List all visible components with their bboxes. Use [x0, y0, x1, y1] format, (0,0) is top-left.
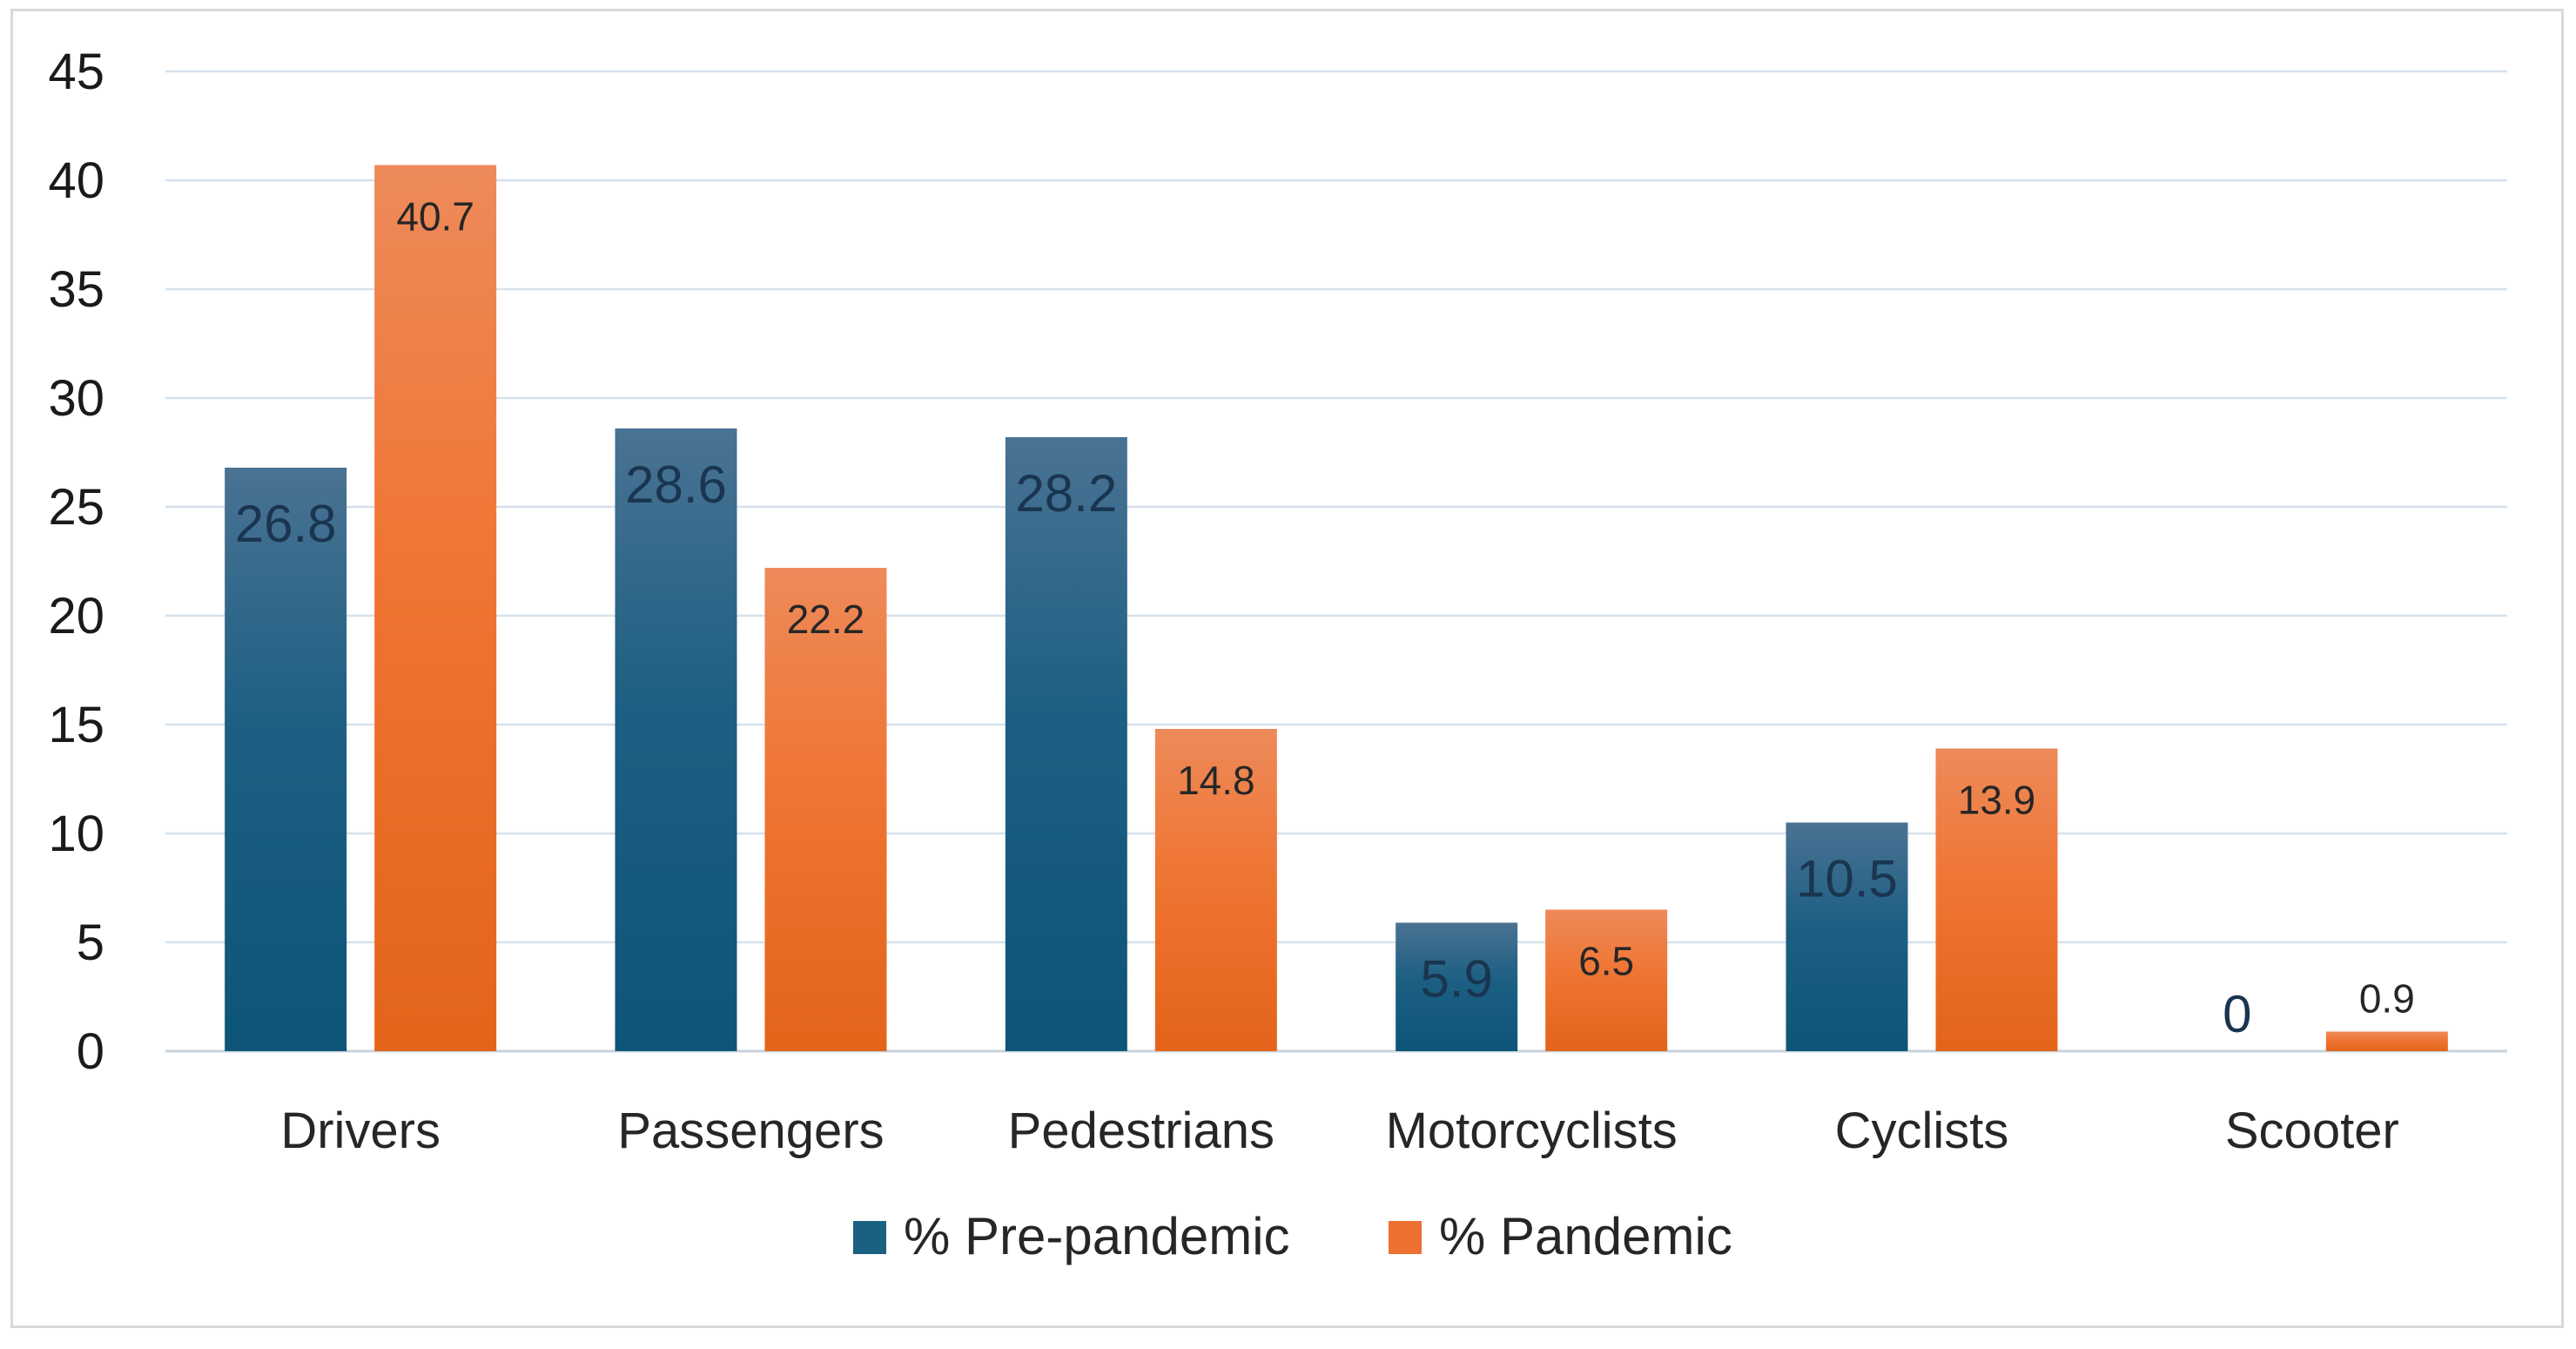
x-tick-label: Drivers	[280, 1103, 441, 1159]
y-tick-label: 35	[48, 261, 104, 318]
x-tick-label: Scooter	[2225, 1103, 2399, 1159]
y-tick-label: 0	[77, 1023, 104, 1080]
data-label: 10.5	[1796, 850, 1898, 908]
y-tick-label: 45	[48, 44, 104, 100]
y-tick-label: 20	[48, 588, 104, 644]
legend-swatch-pandemic	[1389, 1221, 1422, 1254]
data-label: 14.8	[1177, 758, 1255, 803]
bar-pandemic-cyclists	[1935, 748, 2058, 1051]
legend-swatch-pre-pandemic	[853, 1221, 886, 1254]
data-label: 28.6	[625, 455, 727, 514]
bar-pre-pandemic-drivers	[225, 468, 347, 1051]
x-tick-label: Cyclists	[1835, 1103, 2009, 1159]
data-label: 13.9	[1958, 778, 2036, 823]
data-label: 22.2	[787, 597, 865, 642]
y-axis-ticks: 0 5 10 15 20 25 30 35 40 45	[48, 44, 104, 1080]
y-tick-label: 5	[77, 914, 104, 971]
data-label: 6.5	[1578, 939, 1634, 984]
data-label: 5.9	[1420, 950, 1492, 1008]
bar-pre-pandemic-passengers	[615, 428, 737, 1051]
y-tick-label: 30	[48, 370, 104, 427]
bar-pandemic-scooter	[2325, 1031, 2448, 1051]
legend-label: % Pandemic	[1439, 1207, 1732, 1265]
bar-pandemic-motorcyclists	[1545, 909, 1668, 1051]
legend-label: % Pre-pandemic	[904, 1207, 1290, 1265]
y-tick-label: 10	[48, 806, 104, 862]
y-tick-label: 15	[48, 697, 104, 753]
x-axis-ticks: Drivers Passengers Pedestrians Motorcyclist…	[280, 1103, 2398, 1159]
gridlines	[165, 70, 2507, 1053]
bar-pandemic-drivers	[374, 165, 497, 1051]
bar-pre-pandemic-pedestrians	[1005, 437, 1127, 1051]
data-label: 0	[2223, 985, 2251, 1043]
y-tick-label: 25	[48, 479, 104, 536]
bar-pre-pandemic-cyclists	[1786, 822, 1908, 1051]
legend: % Pre-pandemic % Pandemic	[853, 1207, 1732, 1265]
data-label: 40.7	[396, 194, 474, 239]
data-label: 28.2	[1015, 464, 1117, 523]
y-tick-label: 40	[48, 152, 104, 209]
data-label: 0.9	[2359, 976, 2415, 1022]
bar-pre-pandemic-motorcyclists	[1396, 922, 1518, 1051]
bar-pandemic-passengers	[764, 568, 887, 1051]
bar-pandemic-pedestrians	[1154, 729, 1277, 1051]
x-tick-label: Passengers	[617, 1103, 884, 1159]
bars	[225, 165, 2448, 1051]
x-tick-label: Motorcyclists	[1386, 1103, 1678, 1159]
data-labels: 26.8 40.7 28.6 22.2 28.2 14.8 5.9 6.5 10.5 13.9 0 0…	[235, 194, 2415, 1044]
x-tick-label: Pedestrians	[1008, 1103, 1275, 1159]
data-label: 26.8	[235, 495, 337, 553]
